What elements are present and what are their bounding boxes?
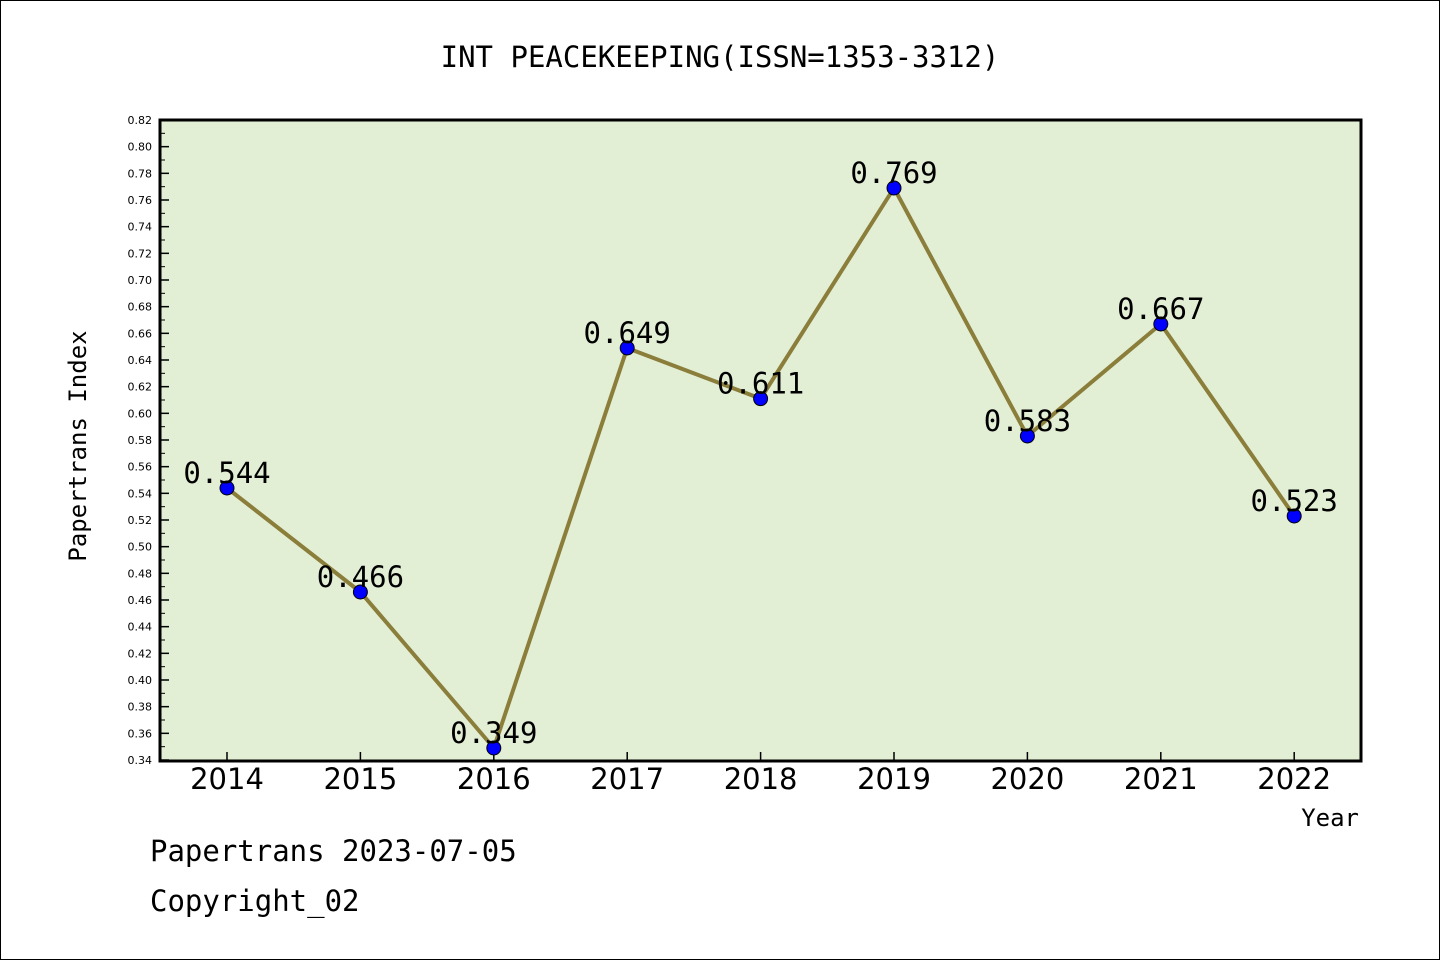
x-tick-label: 2015	[323, 762, 397, 796]
data-point	[886, 180, 902, 196]
x-tick-label: 2022	[1257, 762, 1331, 796]
y-tick-label: 0.70	[128, 274, 153, 287]
plot-border	[158, 118, 1363, 763]
x-tick-label: 2018	[724, 762, 798, 796]
y-tick-label: 0.52	[128, 514, 153, 527]
y-tick-label: 0.60	[128, 407, 153, 420]
data-point	[1019, 428, 1035, 444]
data-point	[1153, 316, 1169, 332]
y-tick-label: 0.36	[128, 727, 153, 740]
data-point	[219, 480, 235, 496]
data-label: 0.769	[850, 156, 937, 190]
y-tick-label: 0.68	[128, 301, 153, 314]
y-tick-label: 0.78	[128, 167, 153, 180]
data-labels: 0.544 0.466 0.349 0.649 0.611 0.769 0.583 0.667…	[183, 156, 1338, 750]
y-tick-label: 0.80	[128, 141, 153, 154]
plot-area	[160, 120, 1361, 761]
y-tick-label: 0.54	[128, 487, 153, 500]
data-label: 0.466	[317, 560, 404, 594]
y-tick-label: 0.38	[128, 701, 153, 714]
y-tick-label: 0.44	[128, 621, 153, 634]
data-label: 0.349	[450, 716, 537, 750]
series-papertrans-index	[219, 180, 1302, 756]
x-tick-label: 2019	[857, 762, 931, 796]
y-tick-label: 0.82	[128, 114, 153, 127]
x-tick-label: 2017	[590, 762, 664, 796]
footer-copyright: Copyright_02	[150, 884, 360, 918]
y-tick-label: 0.72	[128, 247, 153, 260]
data-point	[486, 740, 502, 756]
x-axis-label: Year	[1301, 804, 1359, 832]
y-tick-label: 0.50	[128, 541, 153, 554]
data-label: 0.649	[584, 316, 671, 350]
data-label: 0.667	[1117, 292, 1204, 326]
x-axis: 2014 2015 2016 2017 2018 2019 2020 2021 2022	[190, 752, 1331, 796]
x-tick-label: 2016	[457, 762, 531, 796]
x-tick-label: 2021	[1124, 762, 1198, 796]
data-point	[619, 340, 635, 356]
data-label: 0.544	[183, 456, 270, 490]
y-axis-label: Papertrans Index	[64, 330, 92, 561]
y-tick-label: 0.56	[128, 461, 153, 474]
x-tick-label: 2020	[990, 762, 1064, 796]
y-tick-label: 0.40	[128, 674, 153, 687]
data-label: 0.583	[984, 404, 1071, 438]
y-tick-label: 0.62	[128, 381, 153, 394]
data-point	[352, 584, 368, 600]
y-tick-label: 0.74	[128, 221, 153, 234]
y-tick-label: 0.66	[128, 327, 153, 340]
footer-date: Papertrans 2023-07-05	[150, 834, 517, 868]
y-tick-label: 0.48	[128, 567, 153, 580]
data-point	[1286, 508, 1302, 524]
y-tick-label: 0.42	[128, 647, 153, 660]
chart-title: INT PEACEKEEPING(ISSN=1353-3312)	[441, 40, 1000, 74]
y-tick-label: 0.64	[128, 354, 153, 367]
y-tick-label: 0.76	[128, 194, 153, 207]
y-tick-label: 0.58	[128, 434, 153, 447]
data-point	[753, 391, 769, 407]
y-tick-label: 0.34	[128, 754, 153, 767]
data-label: 0.523	[1251, 484, 1338, 518]
y-tick-label: 0.46	[128, 594, 153, 607]
x-tick-label: 2014	[190, 762, 264, 796]
data-label: 0.611	[717, 367, 804, 401]
